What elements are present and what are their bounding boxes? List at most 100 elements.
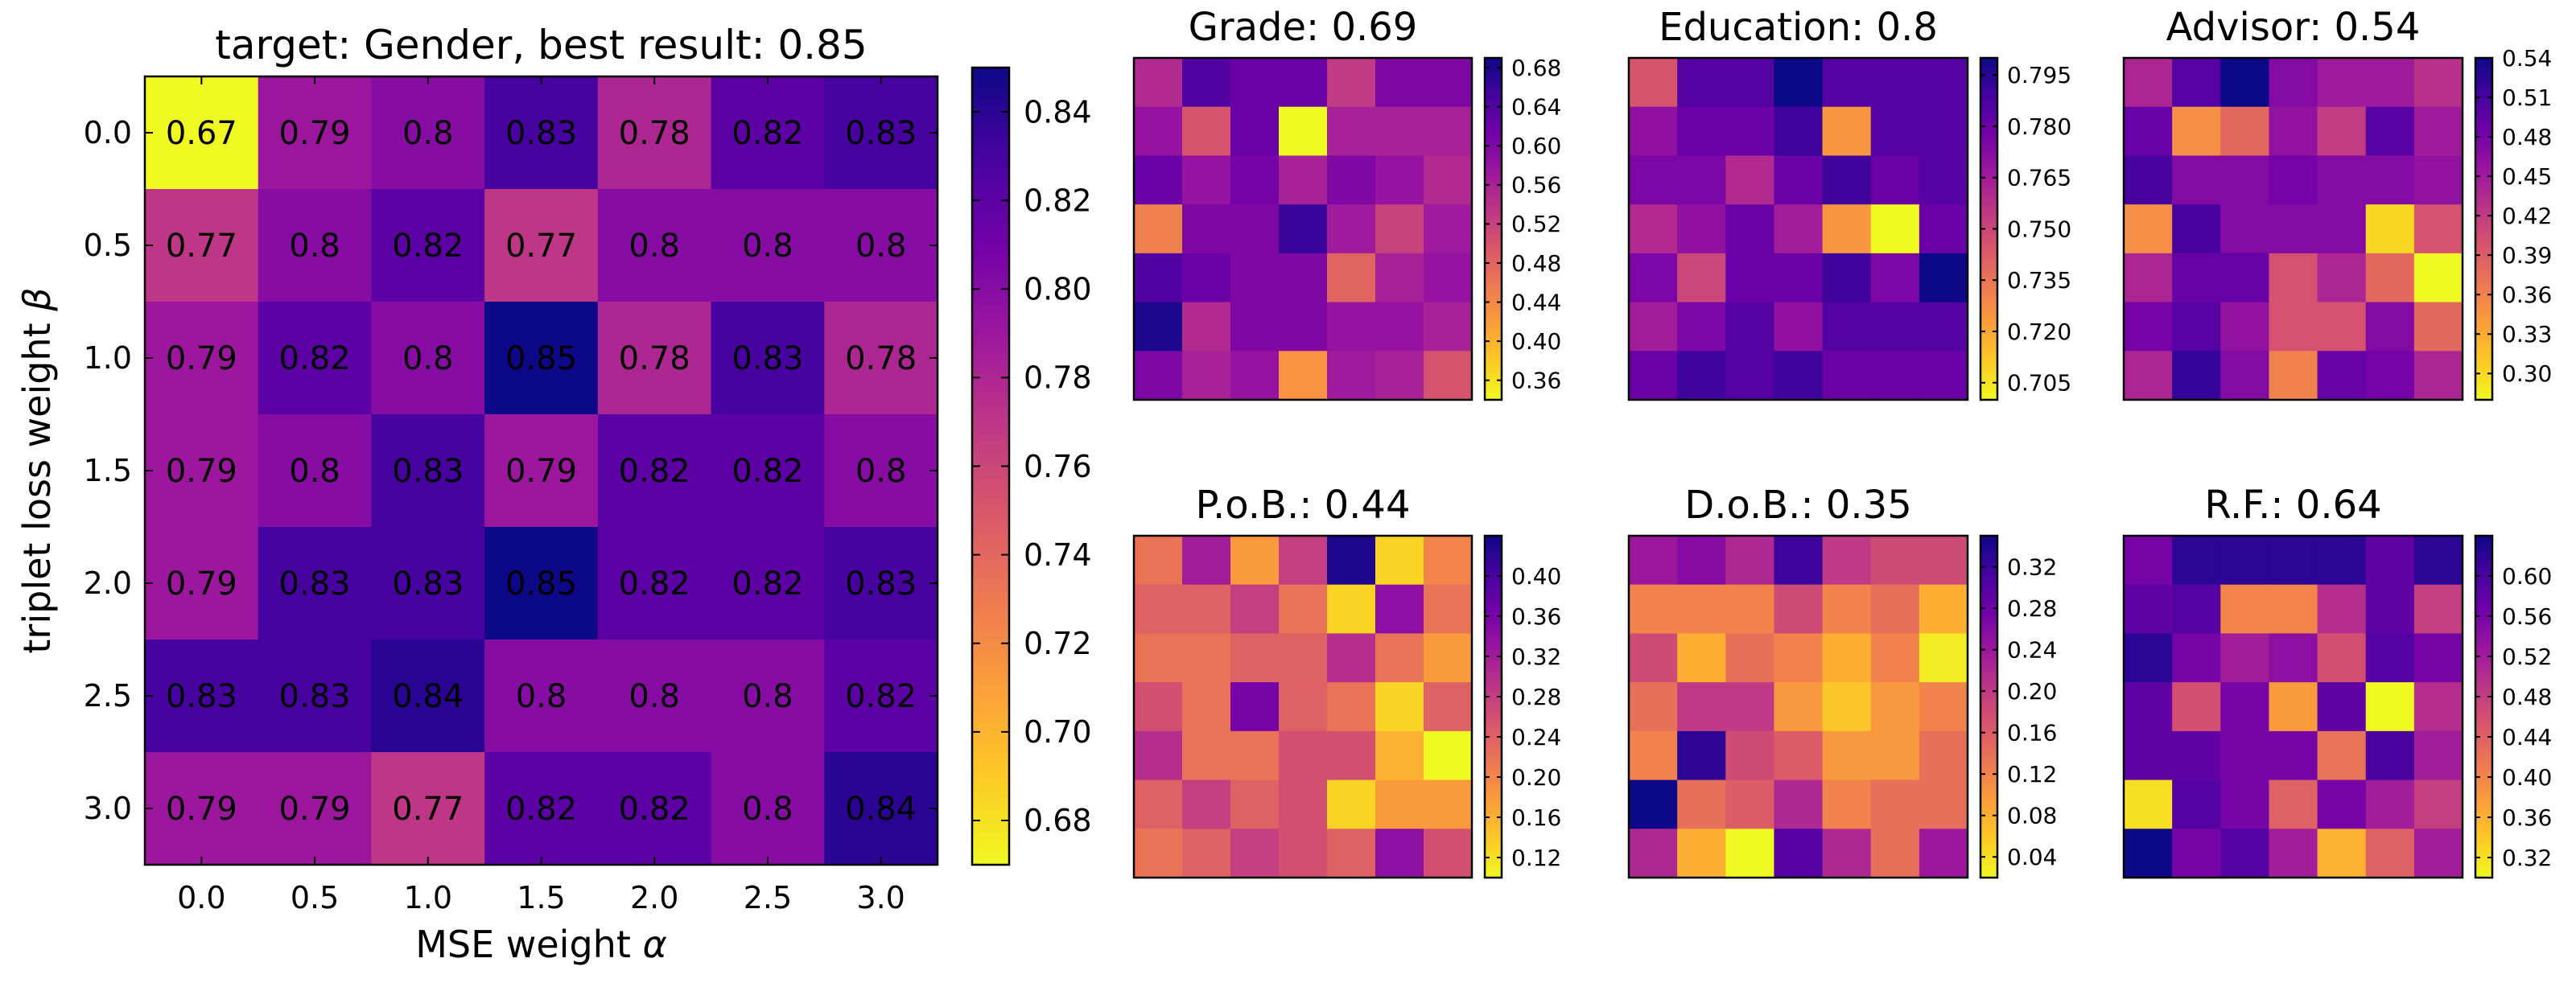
colorbar-segment xyxy=(1485,191,1502,195)
colorbar-tick-label: 0.32 xyxy=(1511,644,1561,670)
heatmap-cell xyxy=(2220,536,2270,586)
colorbar-segment xyxy=(2475,319,2492,324)
heatmap-cell xyxy=(1134,779,1183,829)
colorbar-segment xyxy=(1485,635,1502,640)
cell-label: 0.82 xyxy=(732,453,803,490)
colorbar-segment xyxy=(2475,566,2492,571)
heatmap-advisor: Advisor: 0.54 0.30 0.33 0.36 0.39 0.42 0.45 0.4… xyxy=(2122,5,2552,401)
heatmap-cell xyxy=(2365,779,2415,829)
heatmap-cell xyxy=(2269,779,2318,829)
heatmap-cell xyxy=(258,640,373,753)
colorbar-segment xyxy=(972,213,1009,221)
colorbar-segment xyxy=(972,366,1009,374)
colorbar-segment xyxy=(2475,809,2492,813)
colorbar-segment xyxy=(1485,129,1502,133)
colorbar-segment xyxy=(2475,286,2492,290)
colorbar-segment xyxy=(972,499,1009,507)
colorbar-segment xyxy=(1485,809,1502,813)
x-tick-label: 0.0 xyxy=(177,880,225,915)
heatmap-cell xyxy=(1327,779,1376,829)
heatmap-cell xyxy=(711,189,825,302)
colorbar-segment xyxy=(1980,604,1997,608)
colorbar-segment xyxy=(1485,547,1502,551)
colorbar-segment xyxy=(1485,732,1502,736)
colorbar-segment xyxy=(1980,666,1997,671)
colorbar-segment xyxy=(1980,741,1997,745)
colorbar-segment xyxy=(1485,391,1502,395)
heatmap-cell xyxy=(1677,536,1726,586)
chart-title: target: Gender, best result: 0.85 xyxy=(215,22,867,68)
colorbar-segment xyxy=(1980,729,1997,734)
colorbar-segment xyxy=(1485,166,1502,170)
colorbar-segment xyxy=(1980,374,1997,378)
x-tick-label: 2.5 xyxy=(744,880,792,915)
heatmap-cell xyxy=(711,76,825,190)
heatmap-cell xyxy=(2317,351,2367,401)
colorbar-segment xyxy=(1980,843,1997,847)
cell-label: 0.82 xyxy=(732,566,803,603)
heatmap-cell xyxy=(2269,633,2318,683)
heatmap-cell xyxy=(1327,633,1376,683)
colorbar-segment xyxy=(972,705,1009,713)
colorbar-segment xyxy=(2475,103,2492,108)
heatmap-cell xyxy=(1375,682,1424,732)
colorbar-tick-label: 0.750 xyxy=(2007,216,2071,242)
colorbar-segment xyxy=(1485,103,1502,108)
colorbar-segment xyxy=(2475,368,2492,372)
colorbar-segment xyxy=(1980,245,1997,250)
colorbar-segment xyxy=(2475,228,2492,232)
cell-label: 0.82 xyxy=(619,453,690,490)
colorbar-segment xyxy=(1485,286,1502,290)
colorbar-segment xyxy=(1980,846,1997,850)
colorbar-segment xyxy=(1980,362,1997,367)
colorbar-segment xyxy=(1980,254,1997,258)
heatmap-cell xyxy=(597,302,712,415)
colorbar-segment xyxy=(1485,83,1502,88)
colorbar-segment xyxy=(1980,629,1997,634)
colorbar-segment xyxy=(1980,632,1997,636)
heatmap-cell xyxy=(1134,584,1183,635)
colorbar-segment xyxy=(1980,809,1997,813)
heatmap-cell xyxy=(1230,779,1280,829)
colorbar-segment xyxy=(1980,348,1997,352)
colorbar-segment xyxy=(1980,803,1997,808)
heatmap-grade: Grade: 0.690.360.400.440.480.520.560.600… xyxy=(1132,5,1561,401)
colorbar-segment xyxy=(972,380,1009,388)
heatmap-cell xyxy=(2365,682,2415,732)
heatmap-cell xyxy=(1629,633,1678,683)
colorbar-segment xyxy=(972,372,1009,380)
colorbar-segment xyxy=(1485,217,1502,221)
colorbar-segment xyxy=(1980,755,1997,759)
heatmap-cell xyxy=(2413,536,2463,586)
colorbar-segment xyxy=(972,399,1009,407)
colorbar-segment xyxy=(1980,280,1997,284)
heatmap-cell xyxy=(2124,584,2173,635)
colorbar-segment xyxy=(1980,669,1997,673)
colorbar-segment xyxy=(972,479,1009,487)
colorbar-segment xyxy=(1980,615,1997,619)
colorbar-segment xyxy=(2475,92,2492,96)
colorbar-segment xyxy=(1485,681,1502,685)
colorbar-segment xyxy=(1485,228,1502,232)
colorbar-segment xyxy=(1485,385,1502,389)
colorbar-segment xyxy=(972,851,1009,859)
colorbar-segment xyxy=(1980,265,1997,269)
colorbar-segment xyxy=(2475,271,2492,275)
heatmap-cell xyxy=(1822,155,1872,205)
colorbar-segment xyxy=(972,406,1009,414)
colorbar-segment xyxy=(1980,208,1997,213)
colorbar-tick-label: 0.32 xyxy=(2502,845,2552,871)
chart-title: R.F.: 0.64 xyxy=(2204,483,2381,528)
colorbar-segment xyxy=(1485,314,1502,319)
y-tick-label: 1.5 xyxy=(84,453,132,488)
colorbar-segment xyxy=(1980,66,1997,70)
colorbar-segment xyxy=(2475,88,2492,93)
heatmap-cell xyxy=(597,640,712,753)
colorbar-segment xyxy=(1980,274,1997,278)
heatmap-cell xyxy=(2413,204,2463,254)
colorbar-segment xyxy=(1485,709,1502,714)
colorbar-segment xyxy=(1980,706,1997,710)
colorbar-segment xyxy=(1980,77,1997,82)
colorbar-segment xyxy=(1980,143,1997,147)
colorbar-segment xyxy=(1485,669,1502,673)
